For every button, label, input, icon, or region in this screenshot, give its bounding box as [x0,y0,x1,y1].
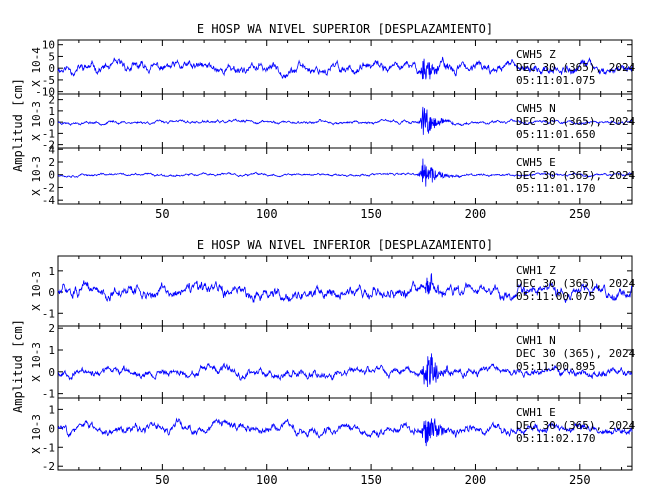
y-tick-label: 5 [48,50,55,63]
trace-scale-label: X 10-3 [30,414,43,454]
station-label: CWH1 Z [516,264,556,277]
time-label: 05:11:00.895 [516,360,595,373]
date-label: DEC 30 (365), 2024 [516,115,636,128]
time-label: 05:11:00.075 [516,290,595,303]
y-tick-label: 0 [48,366,55,379]
y-tick-label: 0 [48,286,55,299]
y-tick-label: -4 [42,194,56,207]
y-tick-label: -1 [42,127,55,140]
lower-panel-x-axis: 50 100 150 200 250 [155,473,591,487]
x-tick-label: 100 [256,473,278,487]
y-tick-label: 1 [48,265,55,278]
y-tick-label: -10 [35,86,55,99]
y-tick-label: 2 [48,322,55,335]
time-label: 05:11:02.170 [516,432,595,445]
station-label: CWH1 E [516,406,556,419]
y-tick-label: -1 [42,388,55,401]
y-tick-label: 0 [48,169,55,182]
x-tick-label: 100 [256,207,278,221]
station-label: CWH5 N [516,102,556,115]
time-label: 05:11:01.170 [516,182,595,195]
waveform-line [57,417,633,447]
upper-panel-title: E HOSP WA NIVEL SUPERIOR [DESPLAZAMIENTO… [197,22,493,36]
date-label: DEC 30 (365), 2024 [516,61,636,74]
y-tick-label: 2 [48,156,55,169]
y-tick-label: 10 [42,39,55,52]
trace-scale-label: X 10-3 [30,342,43,382]
y-tick-label: -2 [42,460,55,473]
y-tick-label: -1 [42,307,55,320]
waveform-line [57,56,633,80]
x-tick-label: 200 [465,473,487,487]
y-tick-label: 1 [48,403,55,416]
y-tick-label: 1 [48,344,55,357]
trace-scale-label: X 10-4 [30,47,43,87]
date-label: DEC 30 (365), 2024 [516,169,636,182]
x-tick-label: 50 [155,207,169,221]
station-label: CWH5 E [516,156,556,169]
trace-scale-label: X 10-3 [30,101,43,141]
upper-panel-ylabel: Amplitud [cm] [11,78,25,172]
x-tick-label: 250 [569,473,591,487]
y-tick-label: -2 [42,181,55,194]
upper-panel: E HOSP WA NIVEL SUPERIOR [DESPLAZAMIENTO… [11,22,636,221]
y-tick-label: 0 [48,422,55,435]
y-tick-label: 2 [48,94,55,107]
time-label: 05:11:01.650 [516,128,595,141]
x-tick-label: 50 [155,473,169,487]
time-label: 05:11:01.075 [516,74,595,87]
x-tick-label: 150 [360,207,382,221]
x-tick-label: 250 [569,207,591,221]
lower-panel: E HOSP WA NIVEL INFERIOR [DESPLAZAMIENTO… [11,238,636,487]
waveform-line [57,106,633,135]
y-tick-label: 1 [48,105,55,118]
y-tick-label: -5 [42,74,55,87]
upper-panel-x-axis: 50 100 150 200 250 [155,207,591,221]
trace-frame [57,397,633,471]
trace-frame [57,147,633,205]
y-tick-label: -1 [42,441,55,454]
y-tick-label: 4 [48,143,55,156]
lower-panel-ylabel: Amplitud [cm] [11,319,25,413]
trace-scale-label: X 10-3 [30,156,43,196]
waveform-line [57,353,633,388]
date-label: DEC 30 (365), 2024 [516,347,636,360]
date-label: DEC 30 (365), 2024 [516,277,636,290]
x-tick-label: 200 [465,207,487,221]
x-tick-label: 150 [360,473,382,487]
waveform-line [57,158,633,187]
date-label: DEC 30 (365), 2024 [516,419,636,432]
y-tick-label: 0 [48,62,55,75]
y-tick-label: 0 [48,116,55,129]
lower-panel-title: E HOSP WA NIVEL INFERIOR [DESPLAZAMIENTO… [197,238,493,252]
y-tick-label: -2 [42,139,55,152]
waveform-line [57,273,633,303]
station-label: CWH1 N [516,334,556,347]
station-label: CWH5 Z [516,48,556,61]
trace-scale-label: X 10-3 [30,271,43,311]
